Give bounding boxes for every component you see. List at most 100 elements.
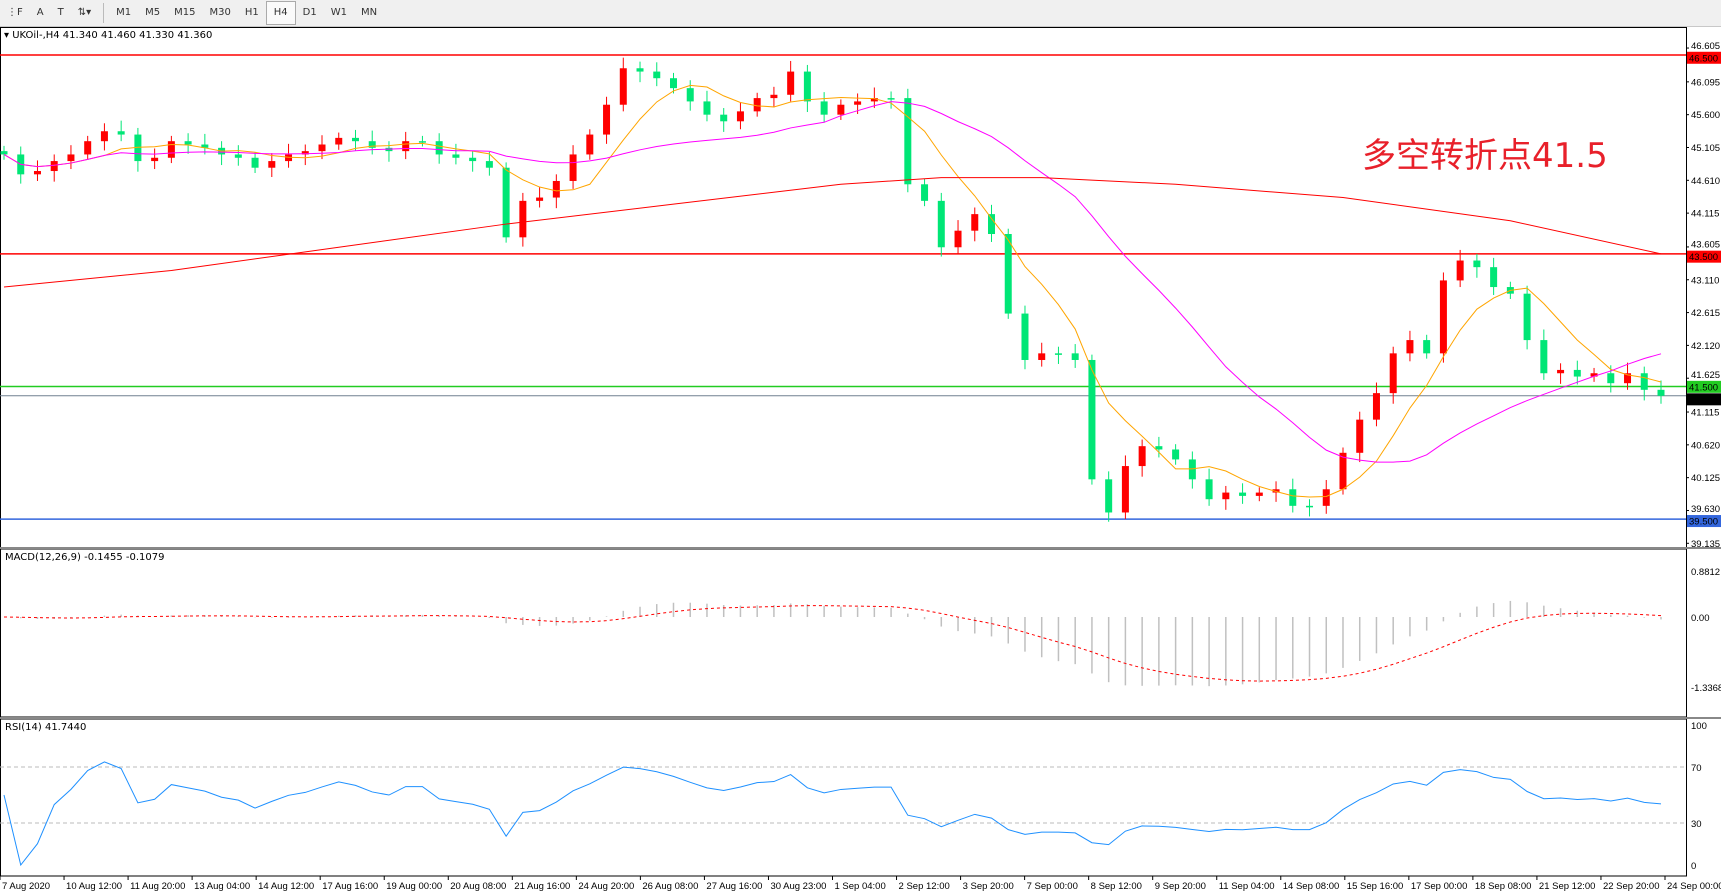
candle-body	[167, 141, 175, 158]
time-label: 30 Aug 23:00	[770, 881, 826, 892]
candle-body	[1389, 353, 1397, 394]
macd-panel	[0, 548, 1687, 718]
candle-body	[184, 141, 192, 145]
rsi-panel	[0, 718, 1687, 877]
main-header: ▾ UKOil-,H4 41.340 41.460 41.330 41.360	[4, 30, 213, 41]
time-label: 7 Aug 2020	[2, 881, 50, 892]
time-label: 20 Aug 08:00	[450, 881, 506, 892]
time-label: 3 Sep 20:00	[963, 881, 1014, 892]
timeframe-m1-button[interactable]: M1	[116, 7, 132, 18]
time-label: 14 Aug 12:00	[258, 881, 314, 892]
candle-body	[33, 171, 41, 175]
price-tick: 39.630	[1691, 504, 1720, 515]
time-label: 10 Aug 12:00	[66, 881, 122, 892]
timeframe-d1-button[interactable]: D1	[302, 7, 317, 18]
candle-body	[736, 111, 744, 122]
price-tick: 43.605	[1691, 240, 1720, 251]
candle-body	[1573, 369, 1581, 377]
grid-icon[interactable]: ⋮F	[7, 7, 23, 18]
candle-body	[1272, 489, 1280, 493]
candle-body	[84, 141, 92, 155]
price-label-box	[1687, 515, 1721, 528]
candle-body	[469, 157, 477, 162]
candle-body	[1473, 260, 1481, 268]
candle-body	[686, 88, 694, 102]
price-label: 41.500	[1689, 382, 1718, 393]
time-label: 22 Sep 20:00	[1603, 881, 1660, 892]
candle-body	[1590, 373, 1598, 377]
candle-body	[904, 98, 912, 185]
price-label-box	[1687, 250, 1721, 263]
candle-body	[1624, 373, 1632, 384]
arrows-icon[interactable]: ⇅▾	[77, 7, 92, 18]
time-label: 1 Sep 04:00	[835, 881, 886, 892]
candle-body	[1054, 353, 1062, 355]
macd-label: MACD(12,26,9) -0.1455 -0.1079	[5, 552, 165, 563]
timeframe-m15-button[interactable]: M15	[174, 7, 196, 18]
rsi-line	[3, 761, 1662, 867]
candle-body	[1155, 446, 1163, 450]
price-tick: 46.605	[1691, 41, 1720, 52]
rsi-tick: 100	[1691, 721, 1707, 732]
time-label: 14 Sep 08:00	[1283, 881, 1340, 892]
macd-tick: -1.3368	[1691, 683, 1721, 694]
candle-body	[619, 68, 627, 105]
rsi-tick: 0	[1691, 861, 1696, 872]
time-label: 21 Aug 16:00	[514, 881, 570, 892]
candle-body	[1188, 459, 1196, 480]
candle-body	[887, 98, 895, 100]
candle-body	[1356, 419, 1364, 453]
time-label: 8 Sep 12:00	[1091, 881, 1142, 892]
ma-fast-line	[3, 84, 1662, 498]
price-label-box	[1687, 380, 1721, 393]
candle-body	[1088, 359, 1096, 480]
candle-body	[971, 214, 979, 231]
text-icon[interactable]: A	[36, 7, 44, 18]
candle-body	[954, 230, 962, 248]
candle-body	[134, 134, 142, 162]
candle-body	[485, 161, 493, 168]
candle-body	[1071, 353, 1079, 360]
timeframe-m5-button[interactable]: M5	[145, 7, 161, 18]
timeframe-h1-button[interactable]: H1	[244, 7, 259, 18]
price-tick: 42.615	[1691, 308, 1720, 319]
candle-body	[803, 71, 811, 102]
candle-body	[1557, 369, 1565, 374]
candle-body	[0, 151, 8, 155]
price-label: 41.360	[1689, 395, 1718, 406]
candle-body	[435, 141, 443, 155]
candle-body	[1004, 234, 1012, 314]
timeframe-m30-button[interactable]: M30	[209, 7, 231, 18]
price-label: 43.500	[1689, 252, 1718, 263]
candle-body	[1523, 293, 1531, 341]
rsi-tick: 70	[1691, 763, 1702, 774]
price-tick: 40.125	[1691, 473, 1720, 484]
candle-body	[837, 104, 845, 115]
candle-body	[100, 131, 108, 142]
price-label: 46.500	[1689, 53, 1718, 64]
candle-body	[636, 68, 644, 72]
timeframe-mn-button[interactable]: MN	[360, 7, 378, 18]
candle-body	[1121, 466, 1129, 513]
candle-body	[50, 161, 58, 172]
text-label-icon[interactable]: T	[57, 7, 64, 18]
price-label: 39.500	[1689, 517, 1718, 528]
candle-body	[1657, 389, 1665, 396]
time-label: 7 Sep 00:00	[1027, 881, 1078, 892]
candle-body	[603, 104, 611, 135]
candle-body	[301, 151, 309, 155]
time-label: 15 Sep 16:00	[1347, 881, 1404, 892]
candle-body	[1607, 373, 1615, 384]
timeframe-h4-button[interactable]: H4	[265, 1, 296, 25]
time-label: 24 Aug 20:00	[578, 881, 634, 892]
candle-body	[201, 144, 209, 148]
timeframe-w1-button[interactable]: W1	[330, 7, 347, 18]
candle-body	[1406, 340, 1414, 354]
time-label: 13 Aug 04:00	[194, 881, 250, 892]
candle-body	[1138, 446, 1146, 467]
candle-body	[870, 98, 878, 102]
macd-tick: 0.00	[1691, 613, 1710, 624]
time-label: 11 Aug 20:00	[130, 881, 185, 892]
price-tick: 45.105	[1691, 143, 1720, 154]
